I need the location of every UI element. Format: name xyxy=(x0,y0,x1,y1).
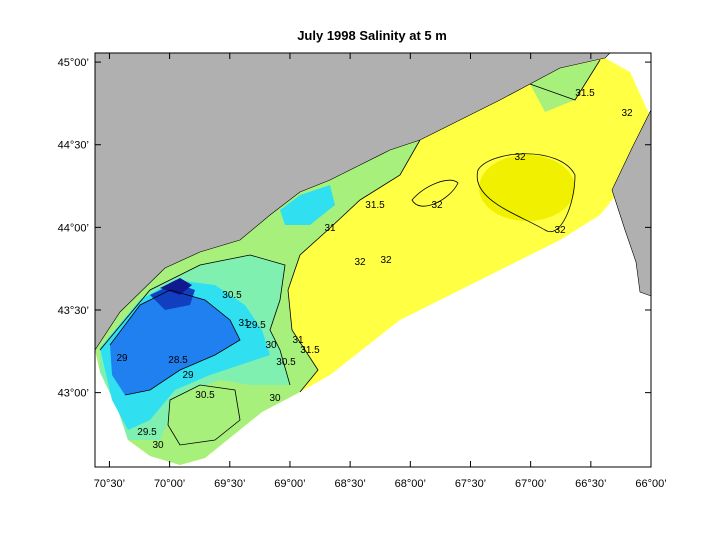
contour-label: 30.5 xyxy=(276,357,296,368)
contour-label: 30 xyxy=(269,393,281,404)
x-tick-label: 66°00’ xyxy=(635,478,666,490)
x-tick-label: 69°30’ xyxy=(214,478,245,490)
land xyxy=(94,52,652,352)
contour-label: 29 xyxy=(182,370,194,381)
x-tick-label: 67°30’ xyxy=(455,478,486,490)
contour-label: 31 xyxy=(238,318,250,329)
contour-label: 29.5 xyxy=(246,320,266,331)
contour-label: 30 xyxy=(265,340,277,351)
contour-label: 31.5 xyxy=(365,200,385,211)
contour-label: 30.5 xyxy=(222,290,242,301)
x-tick-label: 68°00’ xyxy=(395,478,426,490)
contour-label: 32 xyxy=(431,200,443,211)
contour-label: 28.5 xyxy=(168,355,188,366)
x-tick-label: 69°00’ xyxy=(274,478,305,490)
contour-label: 32 xyxy=(621,108,633,119)
x-tick-label: 66°30’ xyxy=(575,478,606,490)
contour-label: 32 xyxy=(554,225,566,236)
contour-label: 31 xyxy=(292,335,304,346)
contour-lines xyxy=(99,59,601,446)
contour-label: 30.5 xyxy=(195,390,215,401)
contour-label: 30 xyxy=(152,440,164,451)
y-tick-label: 43°30’ xyxy=(58,305,89,317)
contour-label: 31.5 xyxy=(300,345,320,356)
contour-label: 32 xyxy=(380,255,392,266)
x-tick-label: 67°00’ xyxy=(515,478,546,490)
y-tick-label: 44°30’ xyxy=(58,140,89,152)
contour-label: 32 xyxy=(514,152,526,163)
contour-label: 29.5 xyxy=(137,427,157,438)
x-tick-label: 70°00’ xyxy=(154,478,185,490)
x-tick-label: 68°30’ xyxy=(334,478,365,490)
y-tick-label: 45°00’ xyxy=(58,57,89,69)
y-tick-label: 43°00’ xyxy=(58,388,89,400)
contour-label: 29 xyxy=(116,353,128,364)
x-tick-label: 70°30’ xyxy=(94,478,125,490)
y-tick-label: 44°00’ xyxy=(58,222,89,234)
contour-label: 32 xyxy=(354,257,366,268)
map-frame xyxy=(94,52,652,468)
contour-label: 31 xyxy=(324,223,336,234)
salinity-field xyxy=(95,58,651,465)
contour-label: 31.5 xyxy=(575,88,595,99)
map-title: July 1998 Salinity at 5 m xyxy=(297,28,447,43)
